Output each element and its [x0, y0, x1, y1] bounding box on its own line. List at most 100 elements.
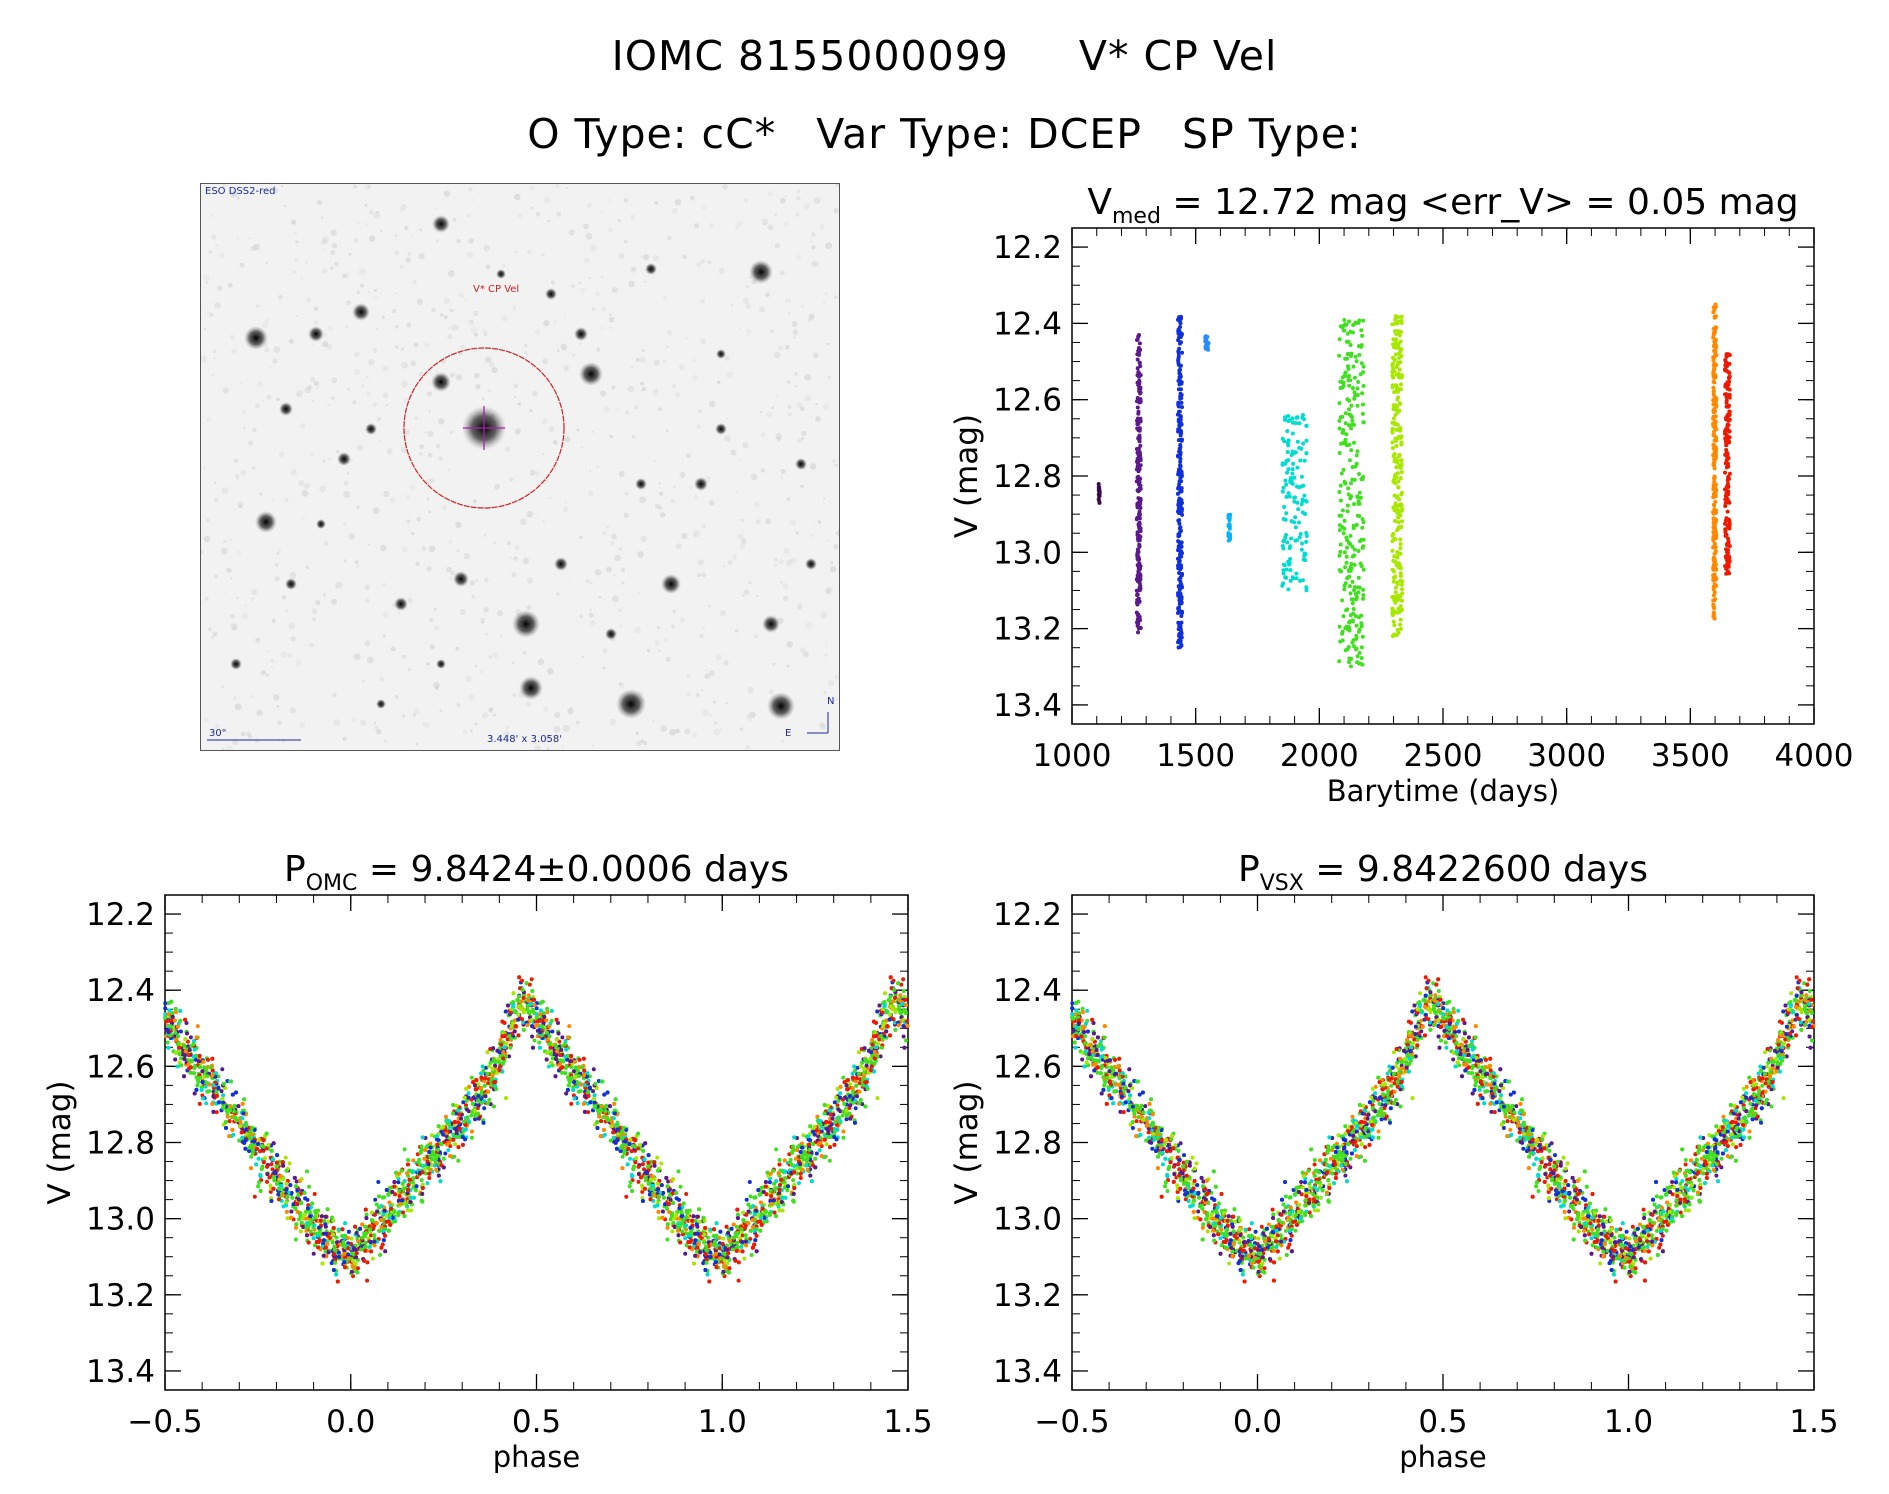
- data-point: [1350, 619, 1355, 624]
- data-point: [1711, 524, 1716, 529]
- background-speckle: [514, 544, 520, 550]
- background-speckle: [684, 728, 691, 735]
- data-point: [1727, 375, 1732, 380]
- data-point: [1711, 545, 1716, 550]
- data-point: [1176, 506, 1181, 511]
- data-point: [1296, 507, 1301, 512]
- data-point: [1727, 518, 1732, 523]
- data-point: [1357, 352, 1362, 357]
- data-point: [1177, 485, 1182, 490]
- background-speckle: [413, 342, 419, 348]
- data-point: [1393, 405, 1398, 410]
- data-point: [1723, 533, 1728, 538]
- data-point: [1178, 414, 1183, 419]
- data-point: [1340, 385, 1345, 390]
- background-speckle: [662, 359, 667, 363]
- background-speckle: [512, 305, 517, 310]
- data-point: [1353, 393, 1358, 398]
- data-point: [1347, 383, 1352, 388]
- data-point: [1178, 374, 1183, 379]
- data-point: [1301, 441, 1306, 446]
- figure-title-line1: IOMC 8155000099 V* CP Vel: [0, 32, 1889, 80]
- data-point: [1227, 524, 1232, 529]
- y-tick-label: 13.2: [993, 612, 1062, 648]
- data-point: [1138, 618, 1142, 623]
- data-point: [1397, 434, 1402, 439]
- data-point: [1341, 531, 1346, 536]
- data-point: [1299, 547, 1304, 552]
- data-point: [1280, 583, 1285, 588]
- data-point: [1352, 440, 1356, 445]
- data-point: [1711, 516, 1716, 521]
- data-point: [1346, 374, 1351, 379]
- data-point: [1712, 488, 1717, 493]
- data-point: [1357, 627, 1362, 632]
- data-point: [1349, 351, 1354, 356]
- data-point: [1136, 621, 1141, 626]
- data-point: [1280, 489, 1285, 494]
- data-point: [1178, 591, 1183, 596]
- background-speckle: [364, 640, 371, 647]
- data-point: [1351, 526, 1356, 531]
- data-point: [1342, 526, 1347, 531]
- data-point: [1179, 489, 1184, 494]
- background-speckle: [428, 510, 432, 514]
- data-point: [1723, 554, 1728, 559]
- y-axis-label: V (mag): [42, 1080, 78, 1204]
- data-point: [1345, 576, 1350, 581]
- data-point: [1712, 616, 1717, 621]
- background-speckle: [653, 388, 658, 393]
- data-point: [1135, 613, 1140, 617]
- data-point: [1390, 634, 1395, 638]
- data-point: [1136, 334, 1141, 339]
- background-speckle: [529, 469, 536, 476]
- data-point: [1360, 391, 1365, 396]
- data-point: [1354, 597, 1359, 602]
- background-speckle: [499, 634, 503, 638]
- background-speckle: [696, 261, 701, 267]
- background-speckle: [476, 384, 481, 389]
- data-point: [1138, 512, 1142, 517]
- data-point: [1300, 541, 1304, 546]
- object-name: V* CP Vel: [1078, 32, 1278, 80]
- data-point: [1397, 452, 1402, 457]
- data-point: [1398, 617, 1403, 622]
- data-point: [1300, 415, 1305, 420]
- background-speckle: [322, 228, 325, 230]
- data-point: [1341, 614, 1346, 619]
- data-point: [1337, 418, 1342, 423]
- chart-phase_omc: 12.212.412.612.813.013.213.4−0.5 0.0 0.5 1.…: [42, 849, 933, 1474]
- data-point: [1298, 532, 1303, 536]
- data-point: [1136, 349, 1141, 354]
- data-point: [1178, 443, 1183, 447]
- data-point: [1395, 582, 1400, 587]
- data-point: [1179, 421, 1184, 426]
- data-point: [1299, 474, 1304, 479]
- data-point: [1179, 582, 1184, 587]
- data-points: [163, 975, 910, 1284]
- data-point: [1096, 497, 1101, 502]
- data-point: [1391, 416, 1396, 421]
- data-point: [1293, 450, 1298, 455]
- data-point: [1396, 520, 1401, 525]
- background-speckle: [470, 326, 477, 334]
- x-tick-label: 3500: [1651, 738, 1730, 774]
- x-tick-label: 1.5: [883, 1404, 932, 1440]
- data-point: [1135, 338, 1139, 342]
- data-point: [1227, 515, 1232, 520]
- data-point: [1712, 446, 1717, 451]
- data-point: [1398, 537, 1403, 542]
- data-point: [1725, 509, 1730, 514]
- data-point: [1290, 431, 1295, 436]
- background-speckle: [810, 240, 813, 244]
- data-point: [1176, 472, 1181, 477]
- data-point: [1341, 441, 1345, 446]
- y-tick-label: 12.4: [993, 306, 1062, 342]
- y-tick-label: 13.2: [86, 1278, 155, 1314]
- data-point: [1135, 366, 1140, 371]
- background-speckle: [754, 634, 758, 639]
- data-point: [1134, 517, 1139, 522]
- data-point: [1287, 562, 1292, 567]
- data-point: [1398, 476, 1403, 481]
- data-point: [1712, 572, 1717, 577]
